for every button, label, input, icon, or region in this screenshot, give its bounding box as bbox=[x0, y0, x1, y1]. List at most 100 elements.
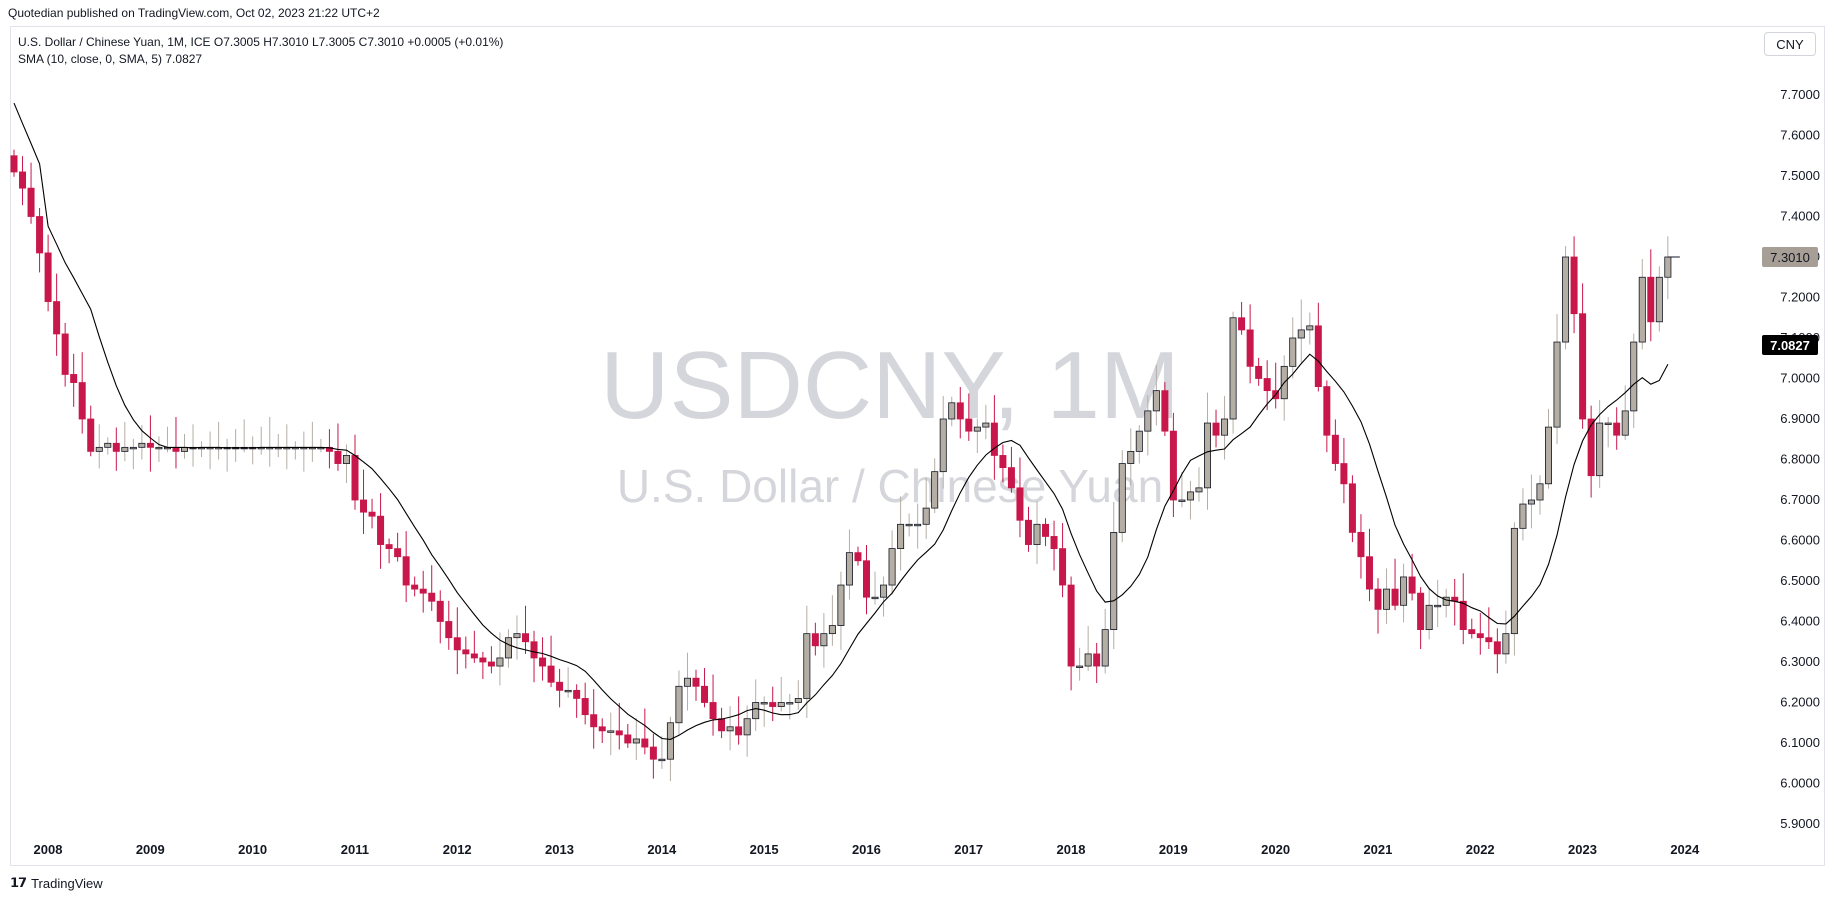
price-axis[interactable]: 5.9000 6.0000 6.1000 6.2000 6.3000 6.4000 6.50… bbox=[1780, 87, 1820, 831]
last-price-badge: 7.3010 bbox=[1762, 247, 1818, 267]
candle-body bbox=[1212, 422, 1220, 436]
sma-legend[interactable]: SMA (10, close, 0, SMA, 5) 7.0827 bbox=[18, 52, 203, 66]
watermark-symbol: USDCNY, 1M bbox=[600, 332, 1180, 439]
candle-body bbox=[1613, 422, 1621, 436]
candle-body bbox=[44, 252, 52, 302]
candle-body bbox=[1638, 276, 1646, 343]
candle-body bbox=[1647, 276, 1655, 323]
candle-body bbox=[556, 681, 564, 691]
candle-body bbox=[820, 633, 828, 647]
candle-body bbox=[1135, 430, 1143, 452]
tradingview-logo-icon: 𝟭𝟳 bbox=[10, 875, 27, 890]
candle-body bbox=[1007, 467, 1015, 489]
candle-body bbox=[675, 685, 683, 724]
candle-body bbox=[530, 641, 538, 659]
candle-body bbox=[1562, 256, 1570, 343]
candle-body bbox=[1468, 629, 1476, 635]
y-tick-label: 5.9000 bbox=[1780, 816, 1820, 831]
candle-body bbox=[462, 649, 470, 655]
candle-body bbox=[939, 418, 947, 473]
currency-button[interactable]: CNY bbox=[1764, 32, 1816, 56]
candle-body bbox=[607, 730, 615, 733]
candle-body bbox=[1306, 325, 1314, 331]
candle-body bbox=[624, 734, 632, 744]
symbol-legend[interactable]: U.S. Dollar / Chinese Yuan, 1M, ICE O7.3… bbox=[18, 35, 504, 49]
x-tick-label: 2017 bbox=[954, 842, 983, 857]
candle-body bbox=[1093, 653, 1101, 667]
candle-body bbox=[487, 661, 495, 667]
candle-body bbox=[726, 726, 734, 732]
candle-body bbox=[1050, 536, 1058, 550]
candle-body bbox=[1400, 576, 1408, 606]
candle-body bbox=[1169, 430, 1177, 501]
candle-body bbox=[701, 685, 709, 703]
candle-body bbox=[1527, 499, 1535, 505]
candle-body bbox=[10, 155, 18, 173]
x-tick-label: 2008 bbox=[34, 842, 63, 857]
candle-body bbox=[445, 621, 453, 639]
candle-body bbox=[1459, 600, 1467, 631]
candle-body bbox=[104, 442, 112, 448]
candle-body bbox=[1519, 503, 1527, 529]
y-tick-label: 6.8000 bbox=[1780, 452, 1820, 467]
tradingview-logo[interactable]: 𝟭𝟳 TradingView bbox=[10, 875, 103, 891]
candle-body bbox=[990, 422, 998, 456]
candle-body bbox=[1323, 386, 1331, 436]
candle-body bbox=[522, 633, 530, 643]
y-tick-label: 6.6000 bbox=[1780, 533, 1820, 548]
candle-body bbox=[914, 523, 922, 527]
candle-body bbox=[615, 730, 623, 736]
candle-body bbox=[539, 657, 547, 667]
candle-body bbox=[453, 637, 461, 651]
candle-body bbox=[1204, 422, 1212, 489]
candle-body bbox=[1621, 410, 1629, 436]
candle-body bbox=[411, 584, 419, 590]
chart-frame[interactable] bbox=[10, 26, 1825, 866]
candle-body bbox=[1255, 365, 1263, 379]
candle-body bbox=[1383, 588, 1391, 610]
candle-body bbox=[794, 698, 802, 703]
candle-body bbox=[803, 633, 811, 699]
candle-body bbox=[513, 633, 521, 639]
candle-body bbox=[922, 507, 930, 525]
candle-body bbox=[888, 548, 896, 586]
candle-body bbox=[683, 677, 691, 687]
last-price-label: 7.3010 bbox=[1770, 250, 1810, 265]
candle-body bbox=[743, 718, 751, 736]
y-tick-label: 6.1000 bbox=[1780, 735, 1820, 750]
x-tick-label: 2022 bbox=[1466, 842, 1495, 857]
candle-body bbox=[871, 596, 879, 600]
candle-body bbox=[360, 499, 368, 513]
candle-body bbox=[1425, 604, 1433, 630]
candle-body bbox=[1161, 390, 1169, 432]
y-tick-label: 6.5000 bbox=[1780, 573, 1820, 588]
x-tick-label: 2016 bbox=[852, 842, 881, 857]
candle-body bbox=[1655, 276, 1663, 323]
time-axis[interactable]: 2008 2009 2010 2011 2012 2013 2014 2015 2016 2017… bbox=[34, 842, 1700, 857]
candle-body bbox=[1016, 487, 1024, 521]
candle-body bbox=[973, 426, 981, 432]
candle-body bbox=[709, 702, 717, 720]
candle-body bbox=[1110, 532, 1118, 631]
y-tick-label: 7.7000 bbox=[1780, 87, 1820, 102]
candle-body bbox=[496, 657, 504, 667]
candle-body bbox=[470, 653, 478, 659]
candle-body bbox=[760, 702, 768, 705]
candle-body bbox=[436, 600, 444, 622]
candle-body bbox=[368, 511, 376, 517]
candle-body bbox=[1059, 548, 1067, 586]
candle-body bbox=[1579, 313, 1587, 420]
candle-body bbox=[811, 633, 819, 647]
candle-body bbox=[1101, 629, 1109, 667]
candle-body bbox=[78, 382, 86, 420]
x-tick-label: 2021 bbox=[1363, 842, 1392, 857]
candle-body bbox=[334, 450, 342, 464]
candle-body bbox=[1024, 519, 1032, 545]
candle-body bbox=[394, 548, 402, 558]
y-tick-label: 6.9000 bbox=[1780, 411, 1820, 426]
x-tick-label: 2011 bbox=[341, 842, 369, 857]
candle-body bbox=[27, 187, 35, 217]
candle-body bbox=[1118, 463, 1126, 533]
candle-body bbox=[351, 455, 359, 501]
